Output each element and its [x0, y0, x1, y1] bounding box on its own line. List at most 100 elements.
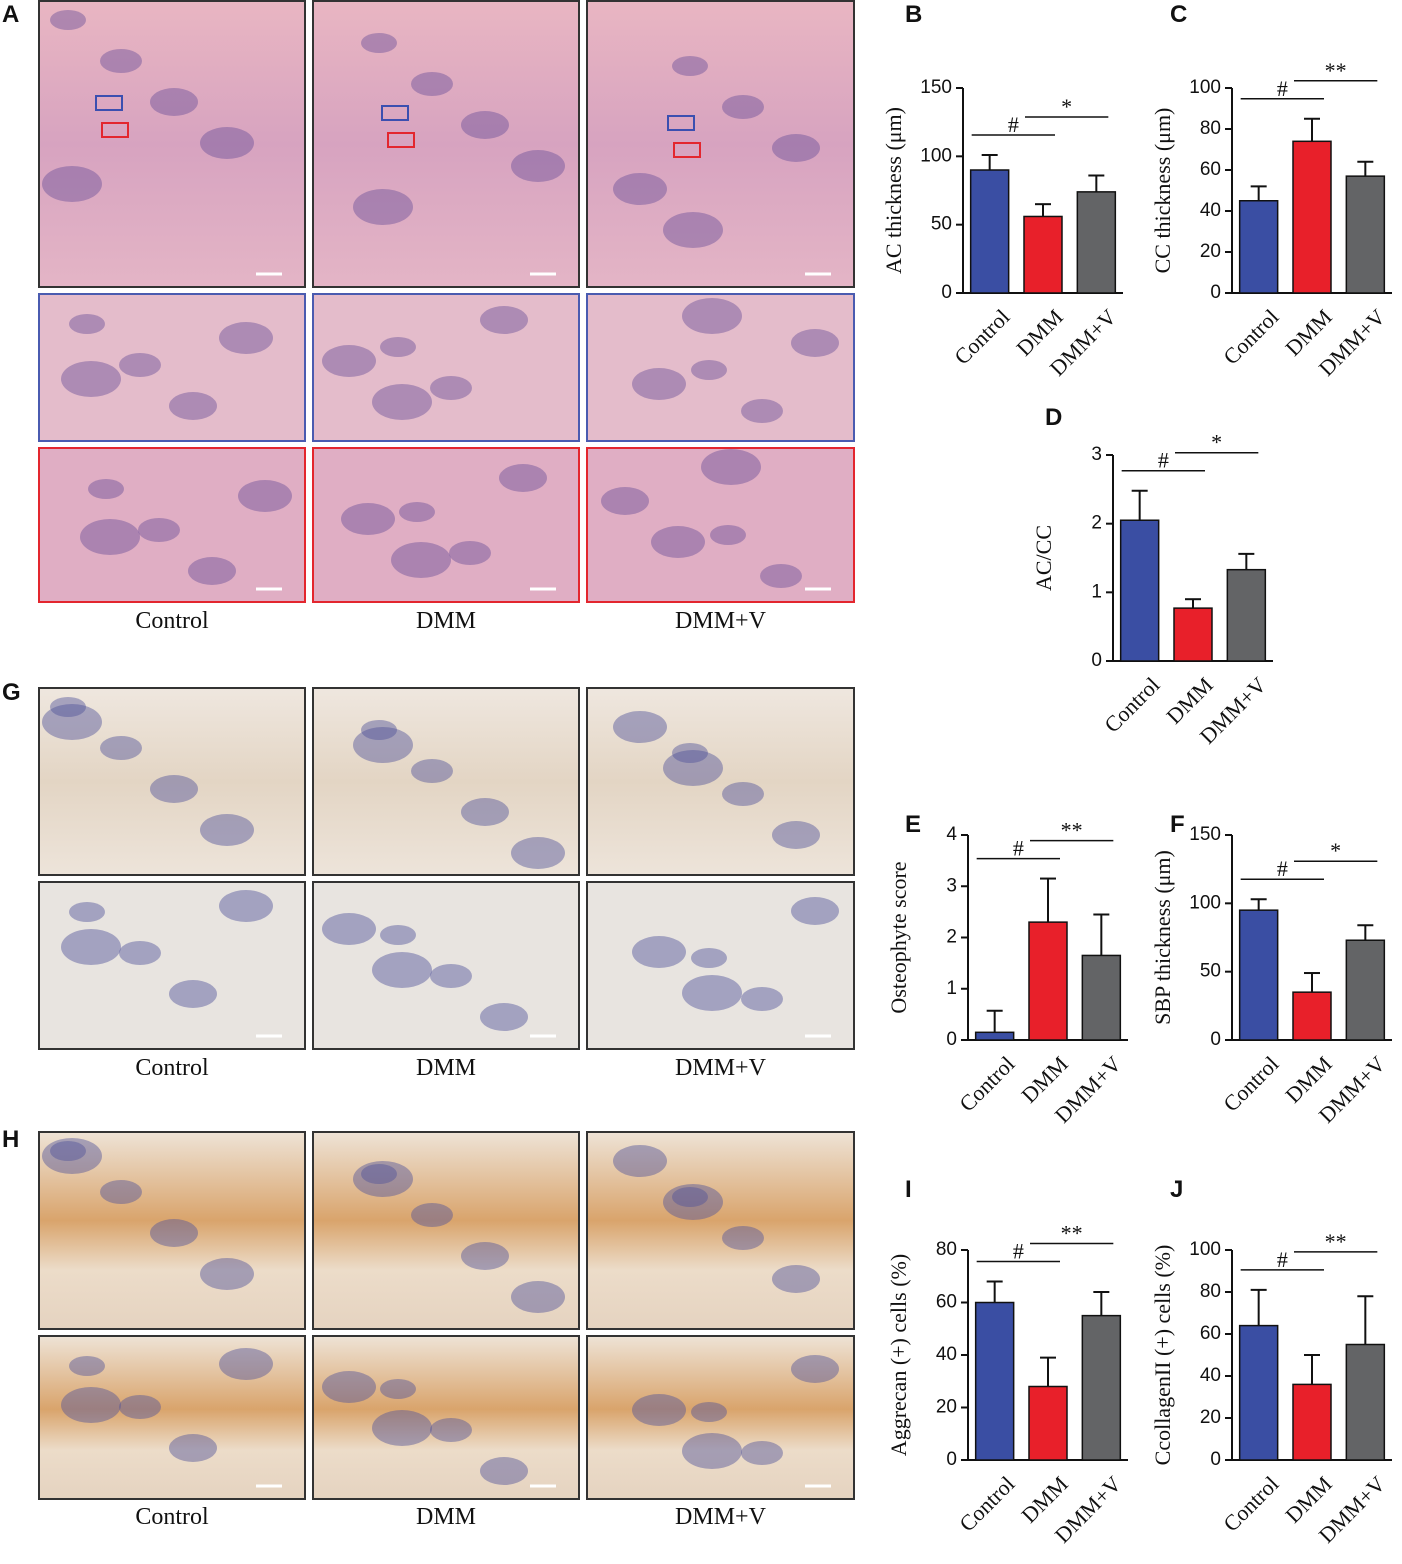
- significance-label: *: [1330, 838, 1341, 863]
- cell-cluster: [632, 936, 686, 968]
- image-caption: DMM+V: [675, 1504, 767, 1530]
- micrograph: [38, 1131, 306, 1330]
- image-tile: [586, 687, 855, 876]
- micrograph: [38, 0, 306, 288]
- cell-cluster: [682, 975, 742, 1011]
- micrographs: A Control DMM DMM+V G Control DMM DMM+V H Control…: [2, 0, 855, 1530]
- inset-box: [101, 122, 129, 138]
- cell-cluster: [511, 837, 565, 869]
- image-tile: [312, 293, 580, 442]
- bar: [974, 1031, 1015, 1041]
- cell-cluster: [741, 987, 783, 1011]
- cell-cluster: [372, 384, 432, 420]
- cell-cluster: [353, 727, 413, 763]
- cell-cluster: [61, 361, 121, 397]
- inset-box: [387, 132, 415, 148]
- y-tick-label: 1: [946, 978, 957, 999]
- y-tick-label: 0: [1091, 650, 1102, 671]
- cell-cluster: [219, 322, 273, 354]
- cell-cluster: [372, 952, 432, 988]
- micrograph: [586, 0, 855, 288]
- cell-cluster: [322, 345, 376, 377]
- micrograph: [38, 293, 306, 442]
- significance-label: **: [1061, 1221, 1083, 1246]
- image-tile: [312, 881, 580, 1050]
- cell-cluster: [613, 1145, 667, 1177]
- inset-box: [667, 115, 695, 131]
- micrograph: [586, 447, 855, 603]
- cell-cluster: [411, 759, 453, 783]
- cell-cluster: [188, 557, 236, 585]
- bar: [1119, 519, 1160, 662]
- bar: [1345, 939, 1386, 1041]
- y-tick-label: 100: [1189, 77, 1221, 98]
- bar: [1238, 1324, 1279, 1461]
- cell-cluster: [480, 306, 528, 334]
- cell-cluster: [361, 1164, 397, 1184]
- cell-cluster: [430, 376, 472, 400]
- micrograph: [586, 293, 855, 442]
- micrograph: [586, 687, 855, 876]
- y-tick-label: 40: [1200, 200, 1221, 221]
- bar: [1173, 607, 1213, 662]
- error-bar: [1040, 877, 1056, 923]
- bar: [1292, 991, 1332, 1041]
- cell-cluster: [399, 502, 435, 522]
- cell-cluster: [219, 890, 273, 922]
- error-bar: [1357, 160, 1374, 177]
- error-bar: [986, 1009, 1003, 1033]
- y-tick-label: 60: [1200, 159, 1221, 180]
- panel-letter: A: [2, 1, 19, 28]
- bar: [1081, 954, 1122, 1041]
- image-tile: [586, 293, 855, 442]
- image-tile: [38, 293, 306, 442]
- cell-cluster: [353, 1161, 413, 1197]
- significance-label: #: [1008, 112, 1019, 137]
- y-tick-label: 3: [1091, 444, 1102, 465]
- micrograph: [586, 881, 855, 1050]
- cell-cluster: [119, 1395, 161, 1419]
- cell-cluster: [169, 1434, 217, 1462]
- significance-label: **: [1325, 1229, 1347, 1254]
- cell-cluster: [430, 1418, 472, 1442]
- error-bar: [1250, 185, 1267, 201]
- panel-letter: G: [2, 679, 21, 706]
- cell-cluster: [480, 1003, 528, 1031]
- y-tick-label: 2: [946, 927, 957, 948]
- cell-cluster: [150, 88, 198, 116]
- cell-cluster: [651, 526, 705, 558]
- cell-cluster: [722, 782, 764, 806]
- cell-cluster: [430, 964, 472, 988]
- inset-box: [381, 105, 409, 121]
- y-tick-label: 20: [936, 1397, 957, 1418]
- cell-cluster: [701, 449, 761, 485]
- cell-cluster: [200, 127, 254, 159]
- error-bar: [1035, 203, 1051, 217]
- cell-cluster: [760, 564, 802, 588]
- error-bar: [1304, 972, 1320, 993]
- error-bar: [986, 1280, 1003, 1303]
- error-bar: [1304, 117, 1320, 142]
- cell-cluster: [88, 479, 124, 499]
- micrograph: [312, 1131, 580, 1330]
- significance-label: #: [1277, 1247, 1288, 1272]
- y-tick-label: 0: [946, 1449, 957, 1470]
- micrograph: [312, 0, 580, 288]
- cell-cluster: [691, 948, 727, 968]
- cell-cluster: [663, 750, 723, 786]
- y-tick-label: 20: [1200, 1407, 1221, 1428]
- panel-letter: F: [1170, 811, 1185, 838]
- x-tick-label: Control: [954, 1051, 1019, 1116]
- cell-cluster: [69, 1356, 105, 1376]
- y-tick-label: 80: [936, 1239, 957, 1260]
- y-tick-label: 40: [936, 1344, 957, 1365]
- image-tile: [38, 1335, 306, 1500]
- x-tick-label: Control: [1218, 304, 1283, 369]
- cell-cluster: [449, 541, 491, 565]
- significance-label: #: [1013, 1239, 1024, 1264]
- significance-label: **: [1325, 58, 1347, 83]
- cell-cluster: [322, 1371, 376, 1403]
- y-tick-label: 1: [1091, 581, 1102, 602]
